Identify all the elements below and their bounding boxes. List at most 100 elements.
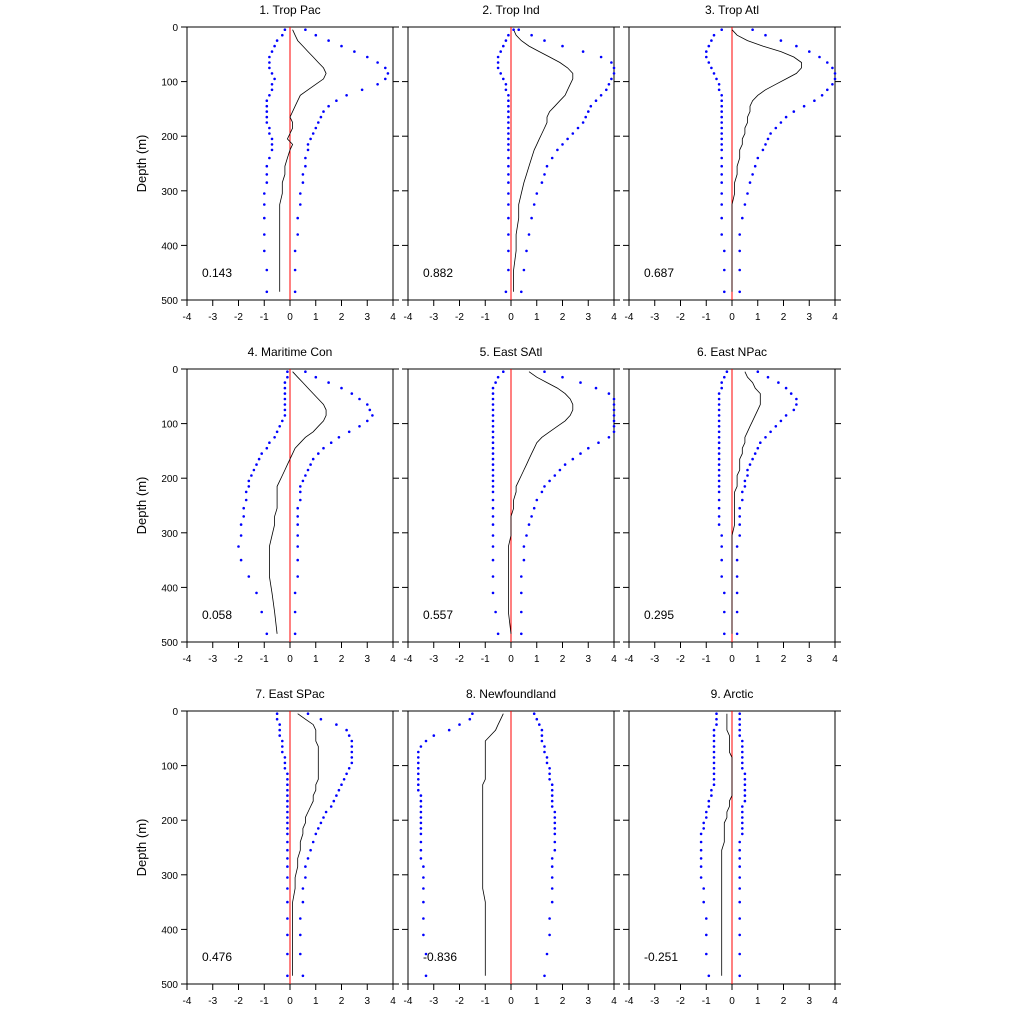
lower-bound-dots bbox=[237, 370, 289, 636]
lower-bound-point bbox=[468, 717, 472, 721]
lower-bound-point bbox=[715, 723, 718, 726]
upper-bound-point bbox=[741, 821, 744, 825]
lower-bound-point bbox=[705, 816, 708, 819]
y-axis-label: Depth (m) bbox=[134, 477, 149, 535]
lower-bound-point bbox=[275, 717, 279, 721]
upper-bound-point bbox=[517, 28, 520, 32]
upper-bound-point bbox=[746, 468, 749, 472]
x-tick-label: 3 bbox=[364, 654, 370, 665]
lower-bound-point bbox=[712, 72, 716, 75]
lower-bound-point bbox=[699, 840, 703, 844]
upper-bound-point bbox=[802, 104, 806, 108]
correlation-label: 0.476 bbox=[202, 950, 232, 964]
upper-bound-point bbox=[301, 181, 305, 184]
upper-bound-point bbox=[779, 39, 783, 42]
lower-bound-point bbox=[507, 268, 510, 272]
lower-bound-point bbox=[720, 99, 723, 102]
lower-bound-point bbox=[268, 441, 271, 445]
panel-title: 2. Trop Ind bbox=[482, 3, 539, 17]
upper-bound-point bbox=[530, 216, 533, 220]
lower-bound-point bbox=[260, 610, 264, 614]
upper-bound-point bbox=[741, 827, 744, 830]
lower-bound-point bbox=[244, 490, 248, 494]
lower-bound-point bbox=[239, 523, 243, 526]
upper-bound-point bbox=[741, 767, 744, 770]
lower-bound-point bbox=[283, 761, 287, 765]
upper-bound-point bbox=[301, 479, 305, 483]
upper-bound-point bbox=[738, 933, 741, 937]
upper-bound-point bbox=[594, 99, 598, 102]
lower-bound-point bbox=[286, 783, 289, 786]
upper-bound-point bbox=[296, 534, 300, 537]
lower-bound-point bbox=[265, 181, 269, 184]
upper-bound-point bbox=[826, 61, 829, 64]
upper-bound-point bbox=[371, 414, 374, 417]
x-tick-label: -3 bbox=[650, 654, 659, 665]
upper-bound-point bbox=[550, 799, 554, 803]
upper-bound-point bbox=[522, 545, 526, 548]
upper-bound-point bbox=[612, 408, 616, 412]
lower-bound-point bbox=[705, 55, 708, 59]
upper-bound-point bbox=[605, 88, 608, 92]
upper-bound-point bbox=[340, 44, 343, 48]
upper-bound-point bbox=[296, 506, 300, 510]
upper-bound-point bbox=[589, 104, 593, 108]
upper-bound-point bbox=[831, 83, 834, 86]
lower-bound-point bbox=[717, 441, 721, 445]
y-tick-label: 300 bbox=[161, 529, 178, 540]
upper-bound-point bbox=[831, 66, 834, 70]
lower-bound-point bbox=[417, 788, 420, 792]
upper-bound-point bbox=[314, 33, 318, 37]
upper-bound-point bbox=[607, 392, 611, 395]
upper-bound-point bbox=[741, 816, 744, 819]
lower-bound-point bbox=[275, 430, 279, 434]
mean-profile-line bbox=[513, 29, 574, 292]
lower-bound-point bbox=[712, 778, 716, 781]
x-tick-label: -1 bbox=[702, 996, 711, 1007]
lower-bound-point bbox=[712, 767, 716, 770]
lower-bound-point bbox=[491, 441, 495, 445]
lower-bound-point bbox=[507, 216, 510, 220]
lower-bound-point bbox=[707, 799, 711, 803]
lower-bound-point bbox=[710, 39, 713, 42]
lower-bound-point bbox=[717, 457, 721, 461]
lower-bound-point bbox=[720, 386, 723, 390]
x-tick-label: 0 bbox=[287, 996, 293, 1007]
upper-bound-point bbox=[751, 457, 754, 461]
upper-bound-point bbox=[332, 799, 336, 803]
lower-bound-point bbox=[705, 917, 708, 920]
upper-bound-point bbox=[317, 827, 320, 830]
upper-bound-point bbox=[293, 290, 297, 294]
upper-bound-point bbox=[738, 876, 741, 879]
upper-bound-point bbox=[612, 403, 616, 406]
lower-bound-point bbox=[263, 233, 266, 236]
lower-bound-point bbox=[283, 414, 287, 417]
upper-bound-point bbox=[741, 810, 744, 814]
lower-bound-point bbox=[283, 386, 287, 390]
x-tick-label: -4 bbox=[625, 996, 634, 1007]
upper-bound-point bbox=[792, 110, 796, 113]
mean-profile-line bbox=[268, 371, 327, 634]
lower-bound-point bbox=[419, 827, 423, 830]
upper-bound-point bbox=[746, 474, 749, 477]
upper-bound-point bbox=[561, 375, 564, 379]
lower-bound-point bbox=[725, 370, 729, 374]
x-tick-label: 2 bbox=[781, 996, 787, 1007]
upper-bound-point bbox=[587, 446, 590, 450]
x-tick-label: -3 bbox=[429, 654, 438, 665]
upper-bound-point bbox=[545, 761, 549, 765]
lower-bound-point bbox=[717, 419, 721, 423]
y-tick-label: 500 bbox=[161, 296, 178, 307]
lower-bound-point bbox=[699, 876, 703, 879]
lower-bound-point bbox=[270, 137, 274, 141]
upper-bound-point bbox=[833, 72, 837, 75]
upper-bound-point bbox=[350, 739, 354, 743]
upper-bound-point bbox=[756, 156, 760, 160]
lower-bound-point bbox=[720, 534, 723, 537]
y-tick-label: 300 bbox=[161, 871, 178, 882]
lower-bound-point bbox=[507, 126, 510, 130]
lower-bound-point bbox=[717, 392, 721, 395]
lower-bound-point bbox=[715, 712, 718, 715]
upper-bound-dots bbox=[299, 712, 354, 978]
upper-bound-point bbox=[296, 523, 300, 526]
